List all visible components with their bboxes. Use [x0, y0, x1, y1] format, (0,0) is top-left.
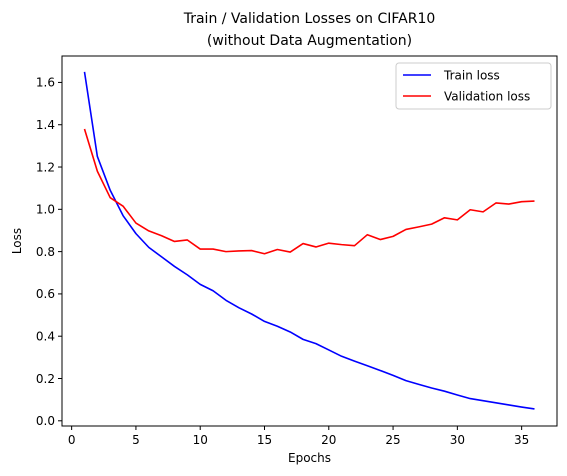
- legend-label-validation: Validation loss: [444, 90, 530, 104]
- legend-box: [395, 62, 552, 110]
- y-tick-label: 0.0: [36, 414, 55, 428]
- x-tick-label: 5: [132, 433, 140, 447]
- x-tick-label: 10: [193, 433, 208, 447]
- y-tick-label: 0.8: [36, 245, 55, 259]
- chart-title-line-2: (without Data Augmentation): [207, 33, 412, 49]
- plot-frame: [61, 55, 558, 427]
- y-tick-label: 0.4: [36, 330, 55, 344]
- y-tick-label: 1.0: [36, 203, 55, 217]
- y-tick-label: 0.2: [36, 372, 55, 386]
- y-tick-label: 1.2: [36, 160, 55, 174]
- x-tick-label: 0: [68, 433, 76, 447]
- train-loss-line: [83, 71, 535, 410]
- x-tick-label: 25: [385, 433, 400, 447]
- series-layer: [83, 71, 535, 410]
- x-tick-label: 20: [321, 433, 336, 447]
- y-tick-label: 1.4: [36, 118, 55, 132]
- ticks-layer: 0 5 10 15 20 25 30 35 0.0 0.2 0.4 0.6 0.8 1.0 1.2 1.4 1.…: [36, 76, 529, 447]
- x-tick-label: 15: [257, 433, 272, 447]
- y-tick-label: 1.6: [36, 76, 55, 90]
- chart-title-line-1: Train / Validation Losses on CIFAR10: [183, 11, 436, 27]
- x-tick-label: 35: [514, 433, 529, 447]
- y-tick-label: 0.6: [36, 287, 55, 301]
- y-axis-label: Loss: [10, 228, 24, 254]
- legend: Train loss Validation loss: [395, 62, 552, 110]
- x-axis-label: Epochs: [288, 451, 331, 465]
- validation-loss-line: [83, 128, 535, 255]
- legend-label-train: Train loss: [443, 69, 500, 83]
- x-tick-label: 30: [450, 433, 465, 447]
